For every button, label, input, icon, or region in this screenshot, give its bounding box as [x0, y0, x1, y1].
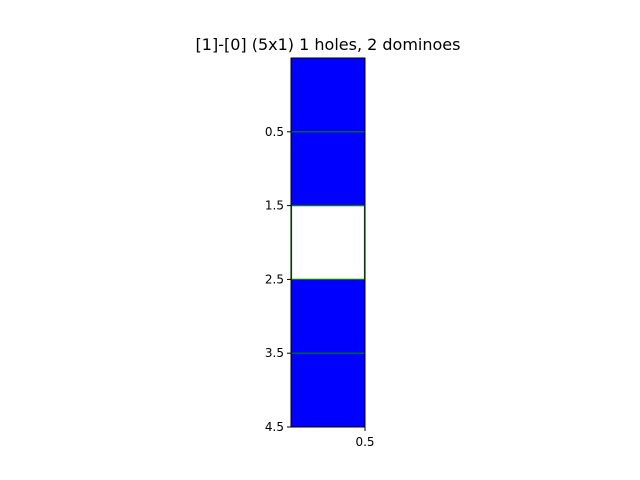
cell-2-0-hole	[291, 205, 365, 280]
y-tick-label: 3.5	[265, 346, 284, 360]
cell-3-0-domino	[291, 279, 365, 354]
x-tick-label: 0.5	[355, 435, 374, 449]
cell-0-0-domino	[291, 58, 365, 132]
y-tick-label: 0.5	[265, 125, 284, 139]
y-tick-label: 4.5	[265, 420, 284, 434]
y-tick-label: 1.5	[265, 199, 284, 213]
y-tick-label: 2.5	[265, 272, 284, 286]
cell-1-0-domino	[291, 131, 365, 206]
axes-frame	[290, 57, 366, 428]
chart-title: [1]-[0] (5x1) 1 holes, 2 dominoes	[196, 35, 461, 54]
plot-area: 0.5 1.5 2.5 3.5 4.5 0.5	[265, 57, 375, 449]
cell-4-0-domino	[291, 353, 365, 427]
